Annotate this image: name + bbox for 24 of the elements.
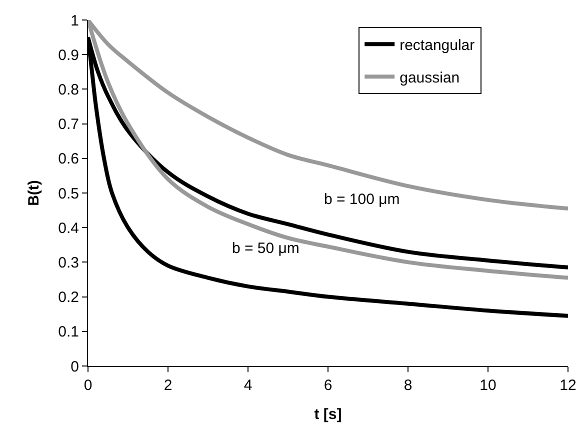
y-tick-label: 0.1 (58, 324, 79, 341)
y-tick-label: 0.2 (58, 289, 79, 306)
legend-label: gaussian (400, 70, 460, 87)
y-tick-label: 0.5 (58, 185, 79, 202)
y-tick-label: 0.6 (58, 150, 79, 168)
y-tick-label: 1 (70, 12, 79, 30)
y-tick-label: 0.3 (58, 254, 79, 272)
y-axis-title: B(t) (25, 180, 42, 206)
x-tick-label: 4 (244, 377, 252, 394)
x-tick-label: 10 (480, 377, 496, 394)
legend-label: rectangular (400, 37, 475, 54)
x-tick-label: 0 (84, 377, 92, 394)
annotation: b = 50 μm (232, 240, 300, 257)
annotation: b = 100 μm (324, 191, 400, 208)
x-axis-title: t [s] (314, 406, 342, 423)
x-tick-label: 12 (560, 377, 576, 394)
y-tick-label: 0 (70, 358, 79, 376)
x-tick-label: 2 (164, 377, 172, 394)
x-tick-label: 6 (324, 377, 332, 394)
y-tick-label: 0.4 (58, 220, 79, 237)
y-tick-label: 0.9 (58, 46, 79, 64)
x-tick-label: 8 (404, 377, 412, 394)
y-tick-label: 0.8 (58, 81, 79, 98)
y-tick-label: 0.7 (58, 116, 79, 134)
